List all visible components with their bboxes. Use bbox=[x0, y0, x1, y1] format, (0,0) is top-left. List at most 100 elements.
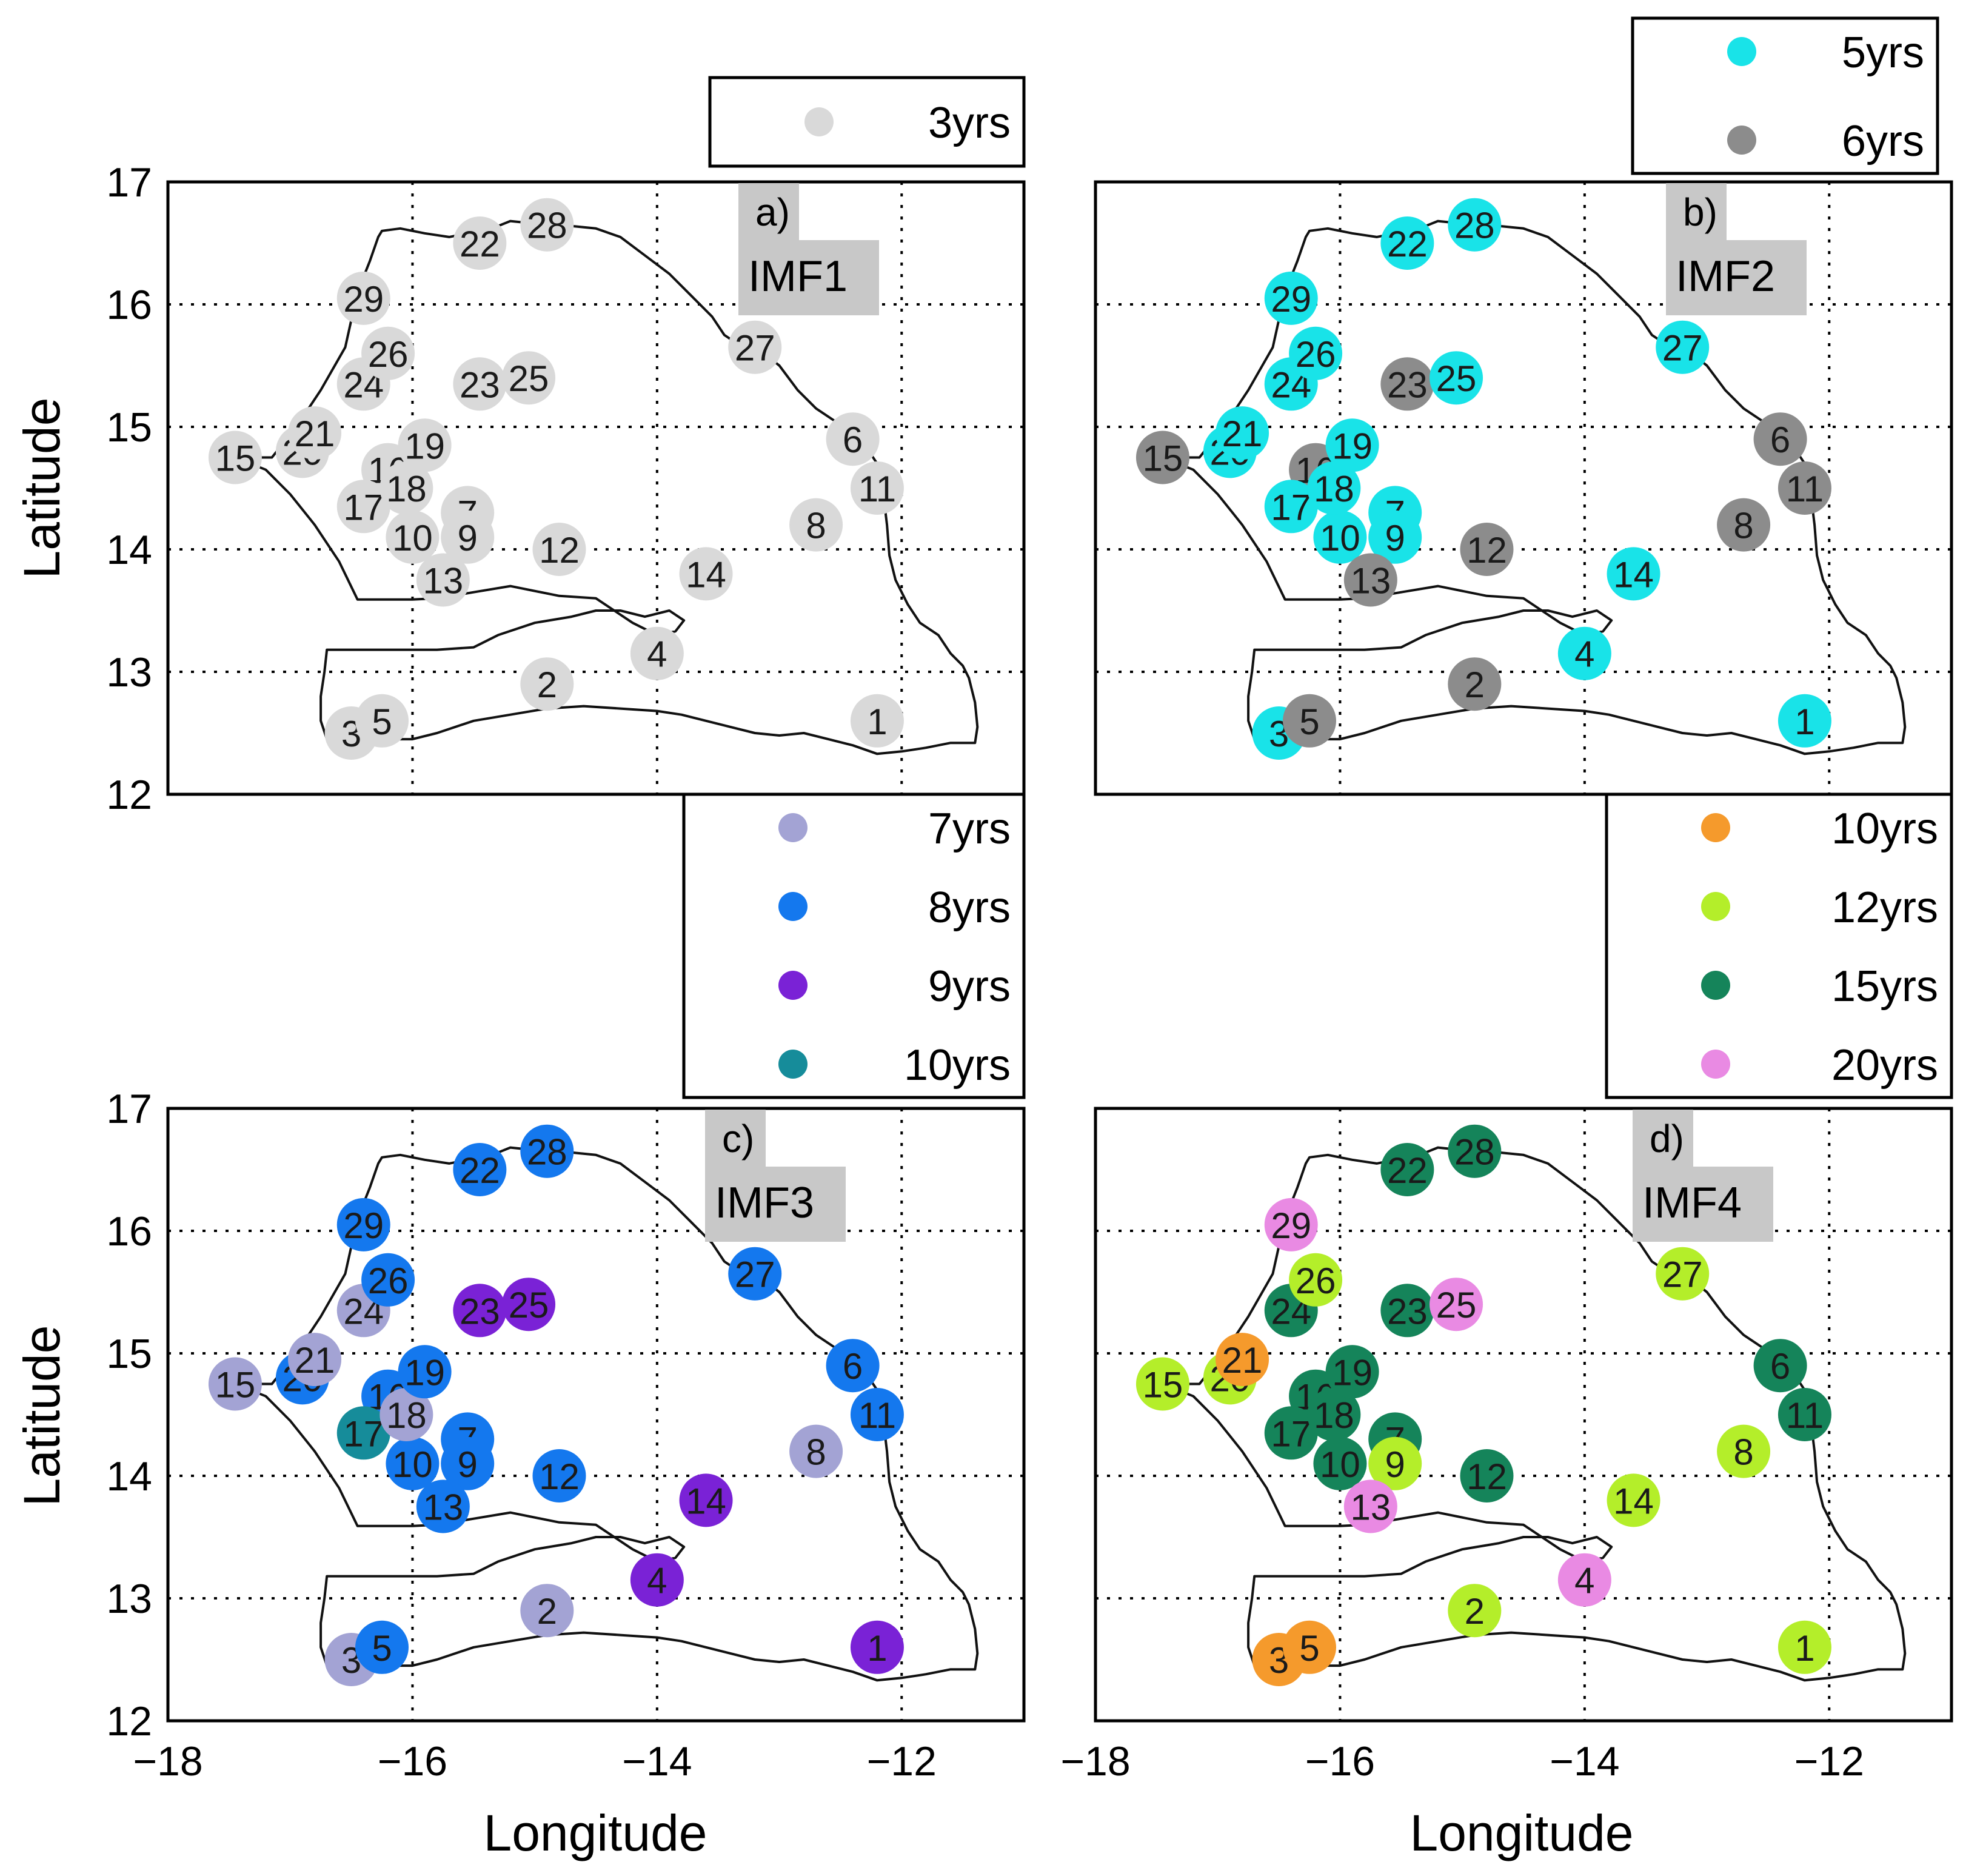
station-point: 25 bbox=[1430, 351, 1483, 405]
station-marker bbox=[520, 1124, 574, 1178]
x-axis-label-right: Longitude bbox=[1410, 1804, 1633, 1861]
station-label: 29 bbox=[1271, 1205, 1311, 1246]
station-label: 5 bbox=[372, 1628, 392, 1669]
station-label: 22 bbox=[460, 1150, 500, 1191]
station-point: 9 bbox=[441, 1436, 495, 1490]
station-point: 9 bbox=[441, 510, 495, 564]
station-point: 14 bbox=[1607, 1473, 1660, 1527]
station-point: 17 bbox=[336, 1406, 390, 1460]
station-point: 5 bbox=[1283, 1620, 1336, 1674]
station-marker bbox=[453, 1143, 507, 1196]
station-marker bbox=[1368, 510, 1422, 564]
station-label: 1 bbox=[867, 1628, 887, 1669]
station-label: 25 bbox=[509, 1285, 549, 1325]
station-point: 10 bbox=[1313, 1436, 1367, 1490]
panel-label: a) IMF1 bbox=[738, 183, 879, 315]
station-point: 9 bbox=[1368, 1436, 1422, 1490]
station-point: 23 bbox=[453, 357, 507, 411]
station-point: 5 bbox=[1283, 694, 1336, 748]
station-label: 21 bbox=[1222, 1340, 1263, 1381]
station-marker bbox=[1753, 1339, 1807, 1393]
station-point: 13 bbox=[416, 1479, 470, 1533]
station-marker bbox=[1607, 547, 1660, 601]
station-point: 28 bbox=[1448, 1124, 1502, 1178]
station-point: 21 bbox=[1216, 1333, 1269, 1387]
station-label: 8 bbox=[1733, 1432, 1753, 1473]
station-label: 9 bbox=[1385, 518, 1405, 558]
station-label: 26 bbox=[368, 1261, 409, 1301]
station-point: 19 bbox=[1325, 418, 1379, 472]
station-point: 4 bbox=[630, 1553, 684, 1607]
panel-imf3: 121314151617−18−16−14−121234567891011121… bbox=[106, 792, 1026, 1784]
station-marker bbox=[1607, 1473, 1660, 1527]
imf-label: IMF2 bbox=[1676, 252, 1775, 301]
station-marker bbox=[1368, 1436, 1422, 1490]
station-point: 6 bbox=[1753, 412, 1807, 466]
station-label: 14 bbox=[686, 1481, 726, 1521]
station-marker bbox=[1448, 198, 1502, 252]
station-label: 2 bbox=[1465, 1591, 1485, 1632]
legend-box bbox=[1631, 16, 1939, 175]
station-marker bbox=[453, 216, 507, 270]
station-point: 18 bbox=[380, 461, 433, 515]
station-marker bbox=[1343, 553, 1397, 607]
imf-label-box bbox=[705, 1167, 846, 1242]
station-marker bbox=[1264, 271, 1318, 325]
station-label: 15 bbox=[1143, 1365, 1183, 1405]
legend-marker bbox=[1701, 892, 1730, 921]
station-marker bbox=[1460, 1449, 1514, 1502]
legend-box bbox=[708, 76, 1026, 168]
y-tick-label: 14 bbox=[106, 1453, 152, 1499]
station-marker bbox=[288, 406, 342, 460]
y-tick-label: 15 bbox=[106, 404, 152, 451]
station-marker bbox=[336, 1406, 390, 1460]
station-label: 25 bbox=[1436, 358, 1477, 399]
y-tick-label: 16 bbox=[106, 1208, 152, 1255]
station-point: 23 bbox=[453, 1284, 507, 1338]
station-marker bbox=[1753, 412, 1807, 466]
x-tick-label: −14 bbox=[1550, 1738, 1619, 1784]
station-point: 5 bbox=[355, 1620, 409, 1674]
station-marker bbox=[1343, 1479, 1397, 1533]
station-label: 17 bbox=[343, 1413, 384, 1454]
station-marker bbox=[416, 553, 470, 607]
station-label: 6 bbox=[843, 1346, 863, 1387]
station-label: 6 bbox=[1770, 420, 1790, 460]
station-marker bbox=[380, 461, 433, 515]
panel-tag-box bbox=[705, 1110, 766, 1167]
station-marker bbox=[441, 510, 495, 564]
y-axis-label-top: Latitude bbox=[13, 398, 70, 579]
station-label: 13 bbox=[1350, 561, 1391, 601]
legend-label: 10yrs bbox=[1831, 805, 1938, 853]
x-tick-label: −14 bbox=[622, 1738, 692, 1784]
station-point: 19 bbox=[398, 1345, 452, 1399]
station-marker bbox=[1307, 461, 1361, 515]
station-point: 10 bbox=[386, 1436, 440, 1490]
station-label: 14 bbox=[1613, 1481, 1654, 1521]
x-tick-label: −18 bbox=[1060, 1738, 1130, 1784]
station-point: 27 bbox=[1656, 320, 1710, 374]
station-marker bbox=[502, 1278, 556, 1332]
station-label: 8 bbox=[806, 506, 826, 546]
station-marker bbox=[208, 430, 262, 484]
station-label: 23 bbox=[1387, 364, 1428, 405]
station-point: 25 bbox=[502, 351, 556, 405]
station-point: 15 bbox=[1135, 430, 1189, 484]
legend-marker bbox=[1701, 971, 1730, 1000]
station-point: 17 bbox=[336, 480, 390, 534]
legend-entry: 9yrs bbox=[778, 962, 1011, 1011]
station-label: 28 bbox=[527, 1132, 567, 1173]
station-point: 12 bbox=[1460, 1449, 1514, 1502]
station-label: 21 bbox=[1222, 414, 1263, 454]
station-marker bbox=[1777, 461, 1831, 515]
station-point: 8 bbox=[789, 498, 843, 552]
station-point: 28 bbox=[520, 1124, 574, 1178]
station-point: 22 bbox=[453, 1143, 507, 1196]
station-label: 27 bbox=[1662, 1255, 1703, 1295]
legend-label: 15yrs bbox=[1831, 962, 1938, 1011]
station-marker bbox=[1380, 1143, 1434, 1196]
station-label: 4 bbox=[1574, 634, 1594, 675]
station-label: 9 bbox=[1385, 1444, 1405, 1485]
station-marker bbox=[1289, 1253, 1343, 1307]
